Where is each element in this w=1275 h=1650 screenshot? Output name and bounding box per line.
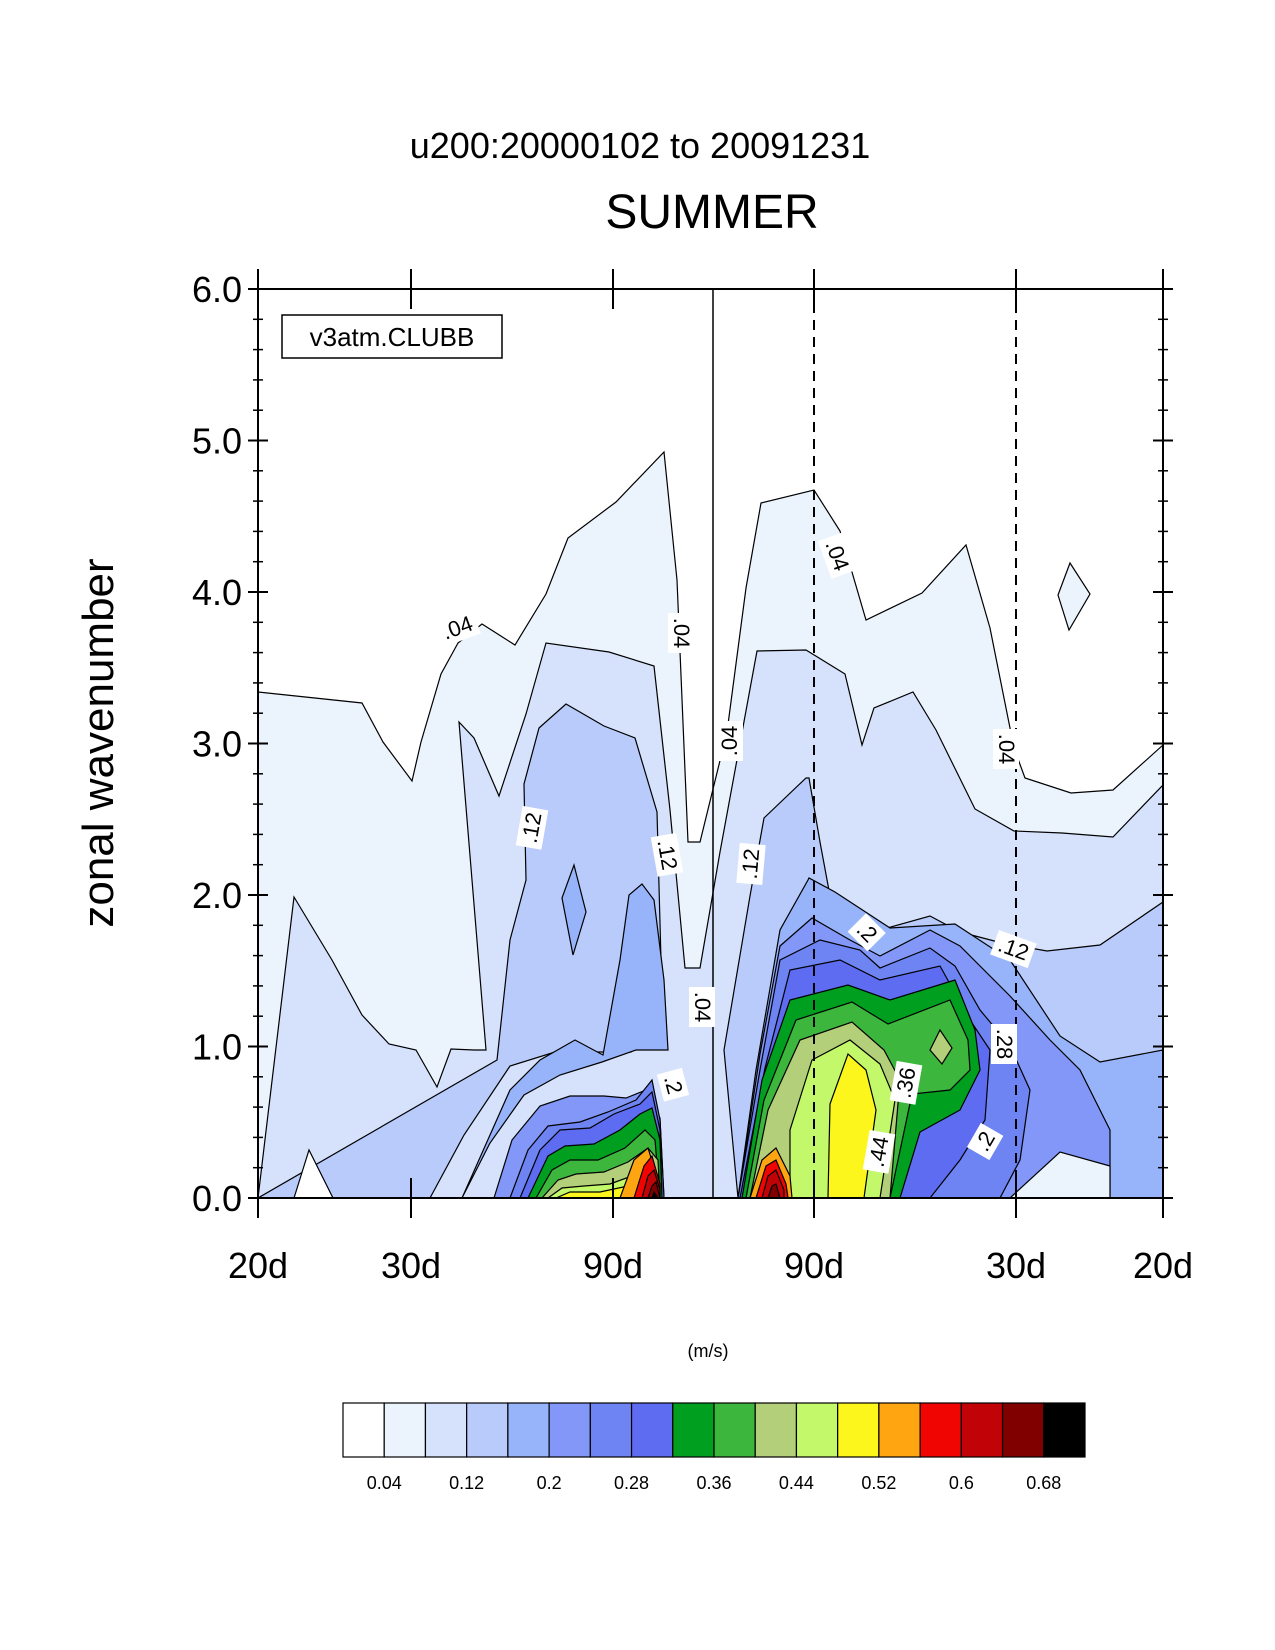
colorbar-swatch [672, 1402, 715, 1458]
x-axis: 20d 30d 90d 90d 30d 20d [228, 269, 1193, 1286]
x-tick-label: 20d [1133, 1245, 1193, 1286]
contour-label: .12 [517, 811, 547, 845]
colorbar-swatch [1043, 1402, 1086, 1458]
x-tick-label: 90d [784, 1245, 844, 1286]
y-tick-label: 0.0 [192, 1178, 242, 1219]
contour-label: .04 [994, 734, 1019, 765]
contour-island-upper-right [1057, 561, 1091, 632]
colorbar-swatch [507, 1402, 550, 1458]
x-tick-label: 30d [986, 1245, 1046, 1286]
colorbar-swatch [919, 1402, 962, 1458]
colorbar-label: 0.28 [614, 1473, 649, 1493]
y-tick-label: 6.0 [192, 269, 242, 310]
chart-title: u200:20000102 to 20091231 [410, 125, 870, 166]
legend: v3atm.CLUBB [281, 314, 503, 359]
y-tick-label: 2.0 [192, 875, 242, 916]
contour-island-lower-right [1009, 1151, 1111, 1198]
contour-label: .04 [669, 618, 694, 649]
contour-labels: .04 .04 .04 .04 .04 .04 .12 .12 .12 .12 … [434, 532, 1037, 1174]
colorbar-swatch [754, 1402, 798, 1458]
colorbar-label: 0.04 [367, 1473, 402, 1493]
colorbar-label: 0.36 [696, 1473, 731, 1493]
colorbar-swatch [1001, 1402, 1045, 1458]
plot-area [257, 269, 1164, 1199]
colorbar-label: 0.2 [537, 1473, 562, 1493]
band-0.64 [647, 1180, 781, 1198]
colorbar-swatch [713, 1402, 756, 1458]
contour-label: .04 [690, 992, 715, 1023]
y-tick-label: 5.0 [192, 421, 242, 462]
y-axis-label: zonal wavenumber [74, 558, 123, 927]
legend-label: v3atm.CLUBB [310, 322, 475, 352]
contour-label: .28 [992, 1029, 1017, 1060]
colorbar-swatch [424, 1402, 468, 1458]
y-axis: 0.0 1.0 2.0 3.0 4.0 5.0 6.0 [192, 269, 1173, 1219]
chart-subtitle: SUMMER [605, 186, 818, 239]
contour-label: .12 [737, 848, 765, 881]
colorbar-units: (m/s) [688, 1341, 729, 1361]
contour-label: .44 [864, 1135, 894, 1169]
colorbar-swatch [630, 1402, 674, 1458]
colorbar-label: 0.12 [449, 1473, 484, 1493]
band-0.68 [651, 1190, 659, 1198]
x-tick-label: 90d [583, 1245, 643, 1286]
colorbar-label: 0.68 [1026, 1473, 1061, 1493]
x-tick-label: 20d [228, 1245, 288, 1286]
colorbar-label: 0.44 [779, 1473, 814, 1493]
colorbar-label: 0.52 [861, 1473, 896, 1493]
colorbar-swatch [342, 1402, 385, 1458]
colorbar-swatch [589, 1402, 633, 1458]
contour-label: .04 [717, 726, 742, 757]
contour-label: .12 [653, 838, 683, 872]
colorbar-swatch [466, 1402, 509, 1458]
contour-label: .36 [891, 1066, 921, 1100]
y-tick-label: 3.0 [192, 724, 242, 765]
colorbar-swatch [383, 1402, 427, 1458]
colorbar-swatch [837, 1402, 880, 1458]
x-tick-label: 30d [381, 1245, 441, 1286]
colorbar-swatch [795, 1402, 839, 1458]
colorbar-swatch [878, 1402, 921, 1458]
contour-island-lower-left [293, 1148, 334, 1198]
y-tick-label: 4.0 [192, 572, 242, 613]
colorbar-swatch [960, 1402, 1004, 1458]
colorbar-swatch [548, 1402, 591, 1458]
colorbar-label: 0.6 [949, 1473, 974, 1493]
colorbar: 0.04 0.12 0.2 0.28 0.36 0.44 0.52 0.6 0.68 [342, 1402, 1086, 1493]
y-tick-label: 1.0 [192, 1027, 242, 1068]
